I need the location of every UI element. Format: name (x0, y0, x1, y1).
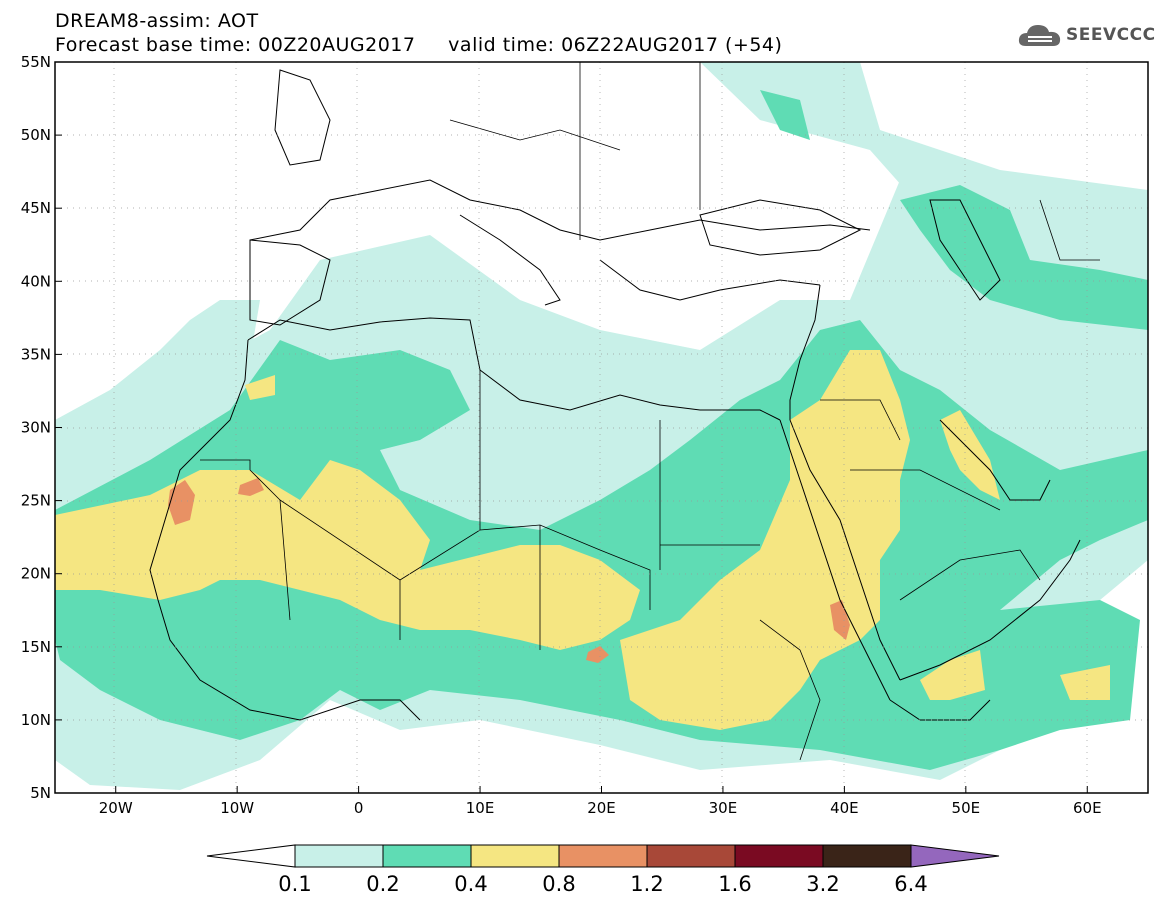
map-title: DREAM8-assim: AOT (55, 10, 259, 32)
longitude-ticks: 20W 10W 0 10E 20E 30E 40E 50E 60E (99, 786, 1102, 817)
coastline-levant (789, 284, 821, 420)
aot-band-yellow-nw (245, 375, 275, 400)
cloud-icon (1018, 25, 1061, 46)
grid-lines (55, 62, 1148, 793)
lon-tick-label: 60E (1073, 799, 1102, 817)
lat-tick-label: 45N (21, 199, 51, 217)
lon-tick-label: 20E (587, 799, 616, 817)
lon-tick-label: 30E (709, 799, 738, 817)
coastline-red-sea-west (779, 419, 891, 701)
aot-band-light-w (55, 300, 260, 450)
coastline-black-sea (699, 199, 862, 256)
latitude-ticks: 55N 50N 45N 40N 35N 30N 25N 20N 15N 10N 5N (21, 53, 62, 802)
colorbar-label: 0.4 (454, 872, 487, 896)
coastline-italy (459, 214, 561, 306)
colorbar-segment (822, 844, 912, 868)
coastline-persian-gulf (939, 419, 1051, 501)
lat-tick-label: 5N (30, 784, 51, 802)
lat-tick-label: 20N (21, 565, 51, 583)
coastline-iberia (249, 239, 331, 326)
aot-band-green-caspian (900, 185, 1148, 330)
colorbar-label: 1.2 (630, 872, 663, 896)
aot-band-orange-2 (238, 478, 264, 496)
colorbar-label: 6.4 (894, 872, 927, 896)
coastline-horn-africa (889, 699, 991, 721)
lon-tick-label: 20W (99, 799, 133, 817)
country-borders (200, 62, 1100, 761)
colorbar-segment (646, 844, 736, 868)
lat-tick-label: 10N (21, 711, 51, 729)
lat-tick-label: 40N (21, 272, 51, 290)
aot-band-yellow-west (55, 460, 640, 650)
colorbar-max-arrow (910, 844, 1000, 868)
aot-band-yellow-se (1060, 665, 1110, 700)
logo-text: SEEVCCC (1066, 25, 1156, 45)
aot-contour-fields (55, 62, 1148, 790)
forecast-time-line: Forecast base time: 00Z20AUG2017 valid t… (55, 34, 783, 56)
lat-tick-label: 55N (21, 53, 51, 71)
lat-tick-label: 15N (21, 638, 51, 656)
colorbar-segment (734, 844, 824, 868)
lon-tick-label: 10E (466, 799, 495, 817)
aot-band-yellow-arabia (920, 650, 985, 700)
coastline-arabia-south (899, 539, 1081, 681)
coastline-europe (249, 179, 871, 241)
coastline-africa-west (149, 339, 421, 721)
colorbar-min-arrow (206, 844, 296, 868)
lon-tick-label: 50E (952, 799, 981, 817)
colorbar-label: 0.1 (278, 872, 311, 896)
aot-band-yellow-east (620, 350, 910, 730)
coastline-north-africa (247, 317, 781, 421)
lon-tick-label: 0 (354, 799, 364, 817)
coastline-uk (274, 69, 331, 166)
seevccc-logo: SEEVCCC (1018, 22, 1156, 48)
colorbar: 0.1 0.2 0.4 0.8 1.2 1.6 3.2 6.4 (206, 844, 1000, 896)
colorbar-label: 1.6 (718, 872, 751, 896)
aot-band-light-ne (700, 62, 1148, 240)
aot-band-green-eu (760, 90, 810, 140)
aot-band-yellow-gulf (940, 410, 1000, 500)
colorbar-segment (294, 844, 384, 868)
colorbar-segment (470, 844, 560, 868)
lon-tick-label: 40E (830, 799, 859, 817)
lat-tick-label: 30N (21, 419, 51, 437)
aot-band-orange-1 (168, 480, 195, 525)
colorbar-label: 0.2 (366, 872, 399, 896)
colorbar-segment (382, 844, 472, 868)
colorbar-label: 0.8 (542, 872, 575, 896)
coastlines (149, 69, 1081, 721)
coastline-greece-turkey (599, 259, 821, 301)
colorbar-segment (558, 844, 648, 868)
aot-band-orange-3 (586, 646, 609, 663)
lat-tick-label: 25N (21, 492, 51, 510)
lat-tick-label: 35N (21, 345, 51, 363)
coastline-caspian (929, 199, 1001, 301)
lon-tick-label: 10W (220, 799, 254, 817)
colorbar-label: 3.2 (806, 872, 839, 896)
lat-tick-label: 50N (21, 126, 51, 144)
